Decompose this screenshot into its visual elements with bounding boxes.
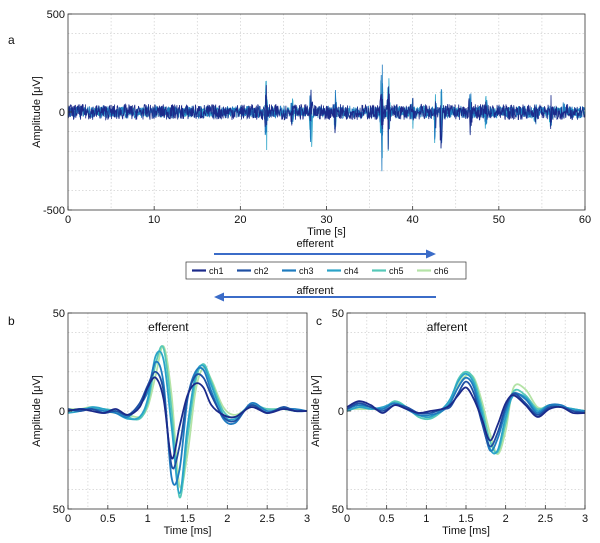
legend-label-ch5: ch5 bbox=[389, 266, 404, 276]
afferent-label: afferent bbox=[296, 285, 333, 297]
efferent-arrow bbox=[214, 249, 436, 259]
trace-ch3 bbox=[67, 360, 308, 486]
x-tick-label: 0 bbox=[344, 513, 350, 525]
trace-ch1 bbox=[346, 386, 586, 442]
legend-label-ch6: ch6 bbox=[434, 266, 449, 276]
panel-c-title: afferent bbox=[427, 320, 468, 334]
y-tick-label: 50 bbox=[332, 504, 344, 516]
legend-box bbox=[185, 261, 467, 280]
panel-b-title: efferent bbox=[148, 320, 189, 334]
panel-a-x-axis-label: Time [s] bbox=[307, 226, 346, 238]
trace-ch2 bbox=[67, 370, 308, 470]
y-tick-label: 0 bbox=[338, 406, 344, 418]
x-tick-label: 2 bbox=[224, 513, 230, 525]
x-tick-label: 2 bbox=[503, 513, 509, 525]
panel-c-letter: c bbox=[316, 314, 322, 328]
recording-trace bbox=[67, 85, 586, 150]
x-tick-label: 20 bbox=[234, 214, 246, 226]
direction-legend-block: efferent ch1 ch2 ch3 ch4 ch5 ch6 afferent bbox=[185, 238, 467, 302]
efferent-label: efferent bbox=[296, 238, 333, 250]
y-tick-label: 0 bbox=[59, 107, 65, 119]
x-tick-label: 2.5 bbox=[260, 513, 275, 525]
legend-label-ch2: ch2 bbox=[254, 266, 269, 276]
x-tick-label: 3 bbox=[304, 513, 310, 525]
trace-ch1 bbox=[67, 376, 308, 460]
y-tick-label: 500 bbox=[47, 9, 65, 21]
panel-b-y-axis-label: Amplitude [μV] bbox=[31, 375, 43, 447]
x-tick-label: 0 bbox=[65, 214, 71, 226]
afferent-arrow bbox=[214, 292, 436, 302]
y-tick-label: -500 bbox=[43, 205, 65, 217]
x-tick-label: 2.5 bbox=[538, 513, 553, 525]
x-tick-label: 50 bbox=[493, 214, 505, 226]
legend-label-ch3: ch3 bbox=[299, 266, 314, 276]
panel-b-x-axis-label: Time [ms] bbox=[164, 525, 212, 537]
x-tick-label: 40 bbox=[407, 214, 419, 226]
x-tick-label: 10 bbox=[148, 214, 160, 226]
trace-ch5 bbox=[346, 370, 586, 454]
x-tick-label: 1.5 bbox=[180, 513, 195, 525]
y-tick-label: 0 bbox=[59, 406, 65, 418]
x-tick-label: 1 bbox=[145, 513, 151, 525]
x-tick-label: 1.5 bbox=[458, 513, 473, 525]
panel-b-letter: b bbox=[8, 314, 15, 328]
panel-c-traces bbox=[346, 370, 586, 455]
panel-c-y-axis-label: Amplitude [μV] bbox=[310, 375, 322, 447]
panel-a-y-axis-label: Amplitude [μV] bbox=[31, 76, 43, 148]
y-tick-label: 50 bbox=[53, 504, 65, 516]
panel-c-x-axis-label: Time [ms] bbox=[442, 525, 490, 537]
panel-a-traces bbox=[67, 64, 586, 172]
legend-label-ch4: ch4 bbox=[344, 266, 359, 276]
x-tick-label: 60 bbox=[579, 214, 591, 226]
y-tick-label: 50 bbox=[53, 308, 65, 320]
y-tick-label: 50 bbox=[332, 308, 344, 320]
x-tick-label: 30 bbox=[320, 214, 332, 226]
trace-ch3 bbox=[346, 376, 586, 452]
legend-label-ch1: ch1 bbox=[209, 266, 224, 276]
x-tick-label: 0.5 bbox=[379, 513, 394, 525]
legend-items: ch1 ch2 ch3 ch4 ch5 ch6 bbox=[192, 266, 449, 276]
x-tick-label: 1 bbox=[423, 513, 429, 525]
x-tick-label: 0 bbox=[65, 513, 71, 525]
panel-a-letter: a bbox=[8, 33, 15, 47]
x-tick-label: 3 bbox=[582, 513, 588, 525]
x-tick-label: 0.5 bbox=[100, 513, 115, 525]
panel-b-traces bbox=[67, 345, 308, 499]
